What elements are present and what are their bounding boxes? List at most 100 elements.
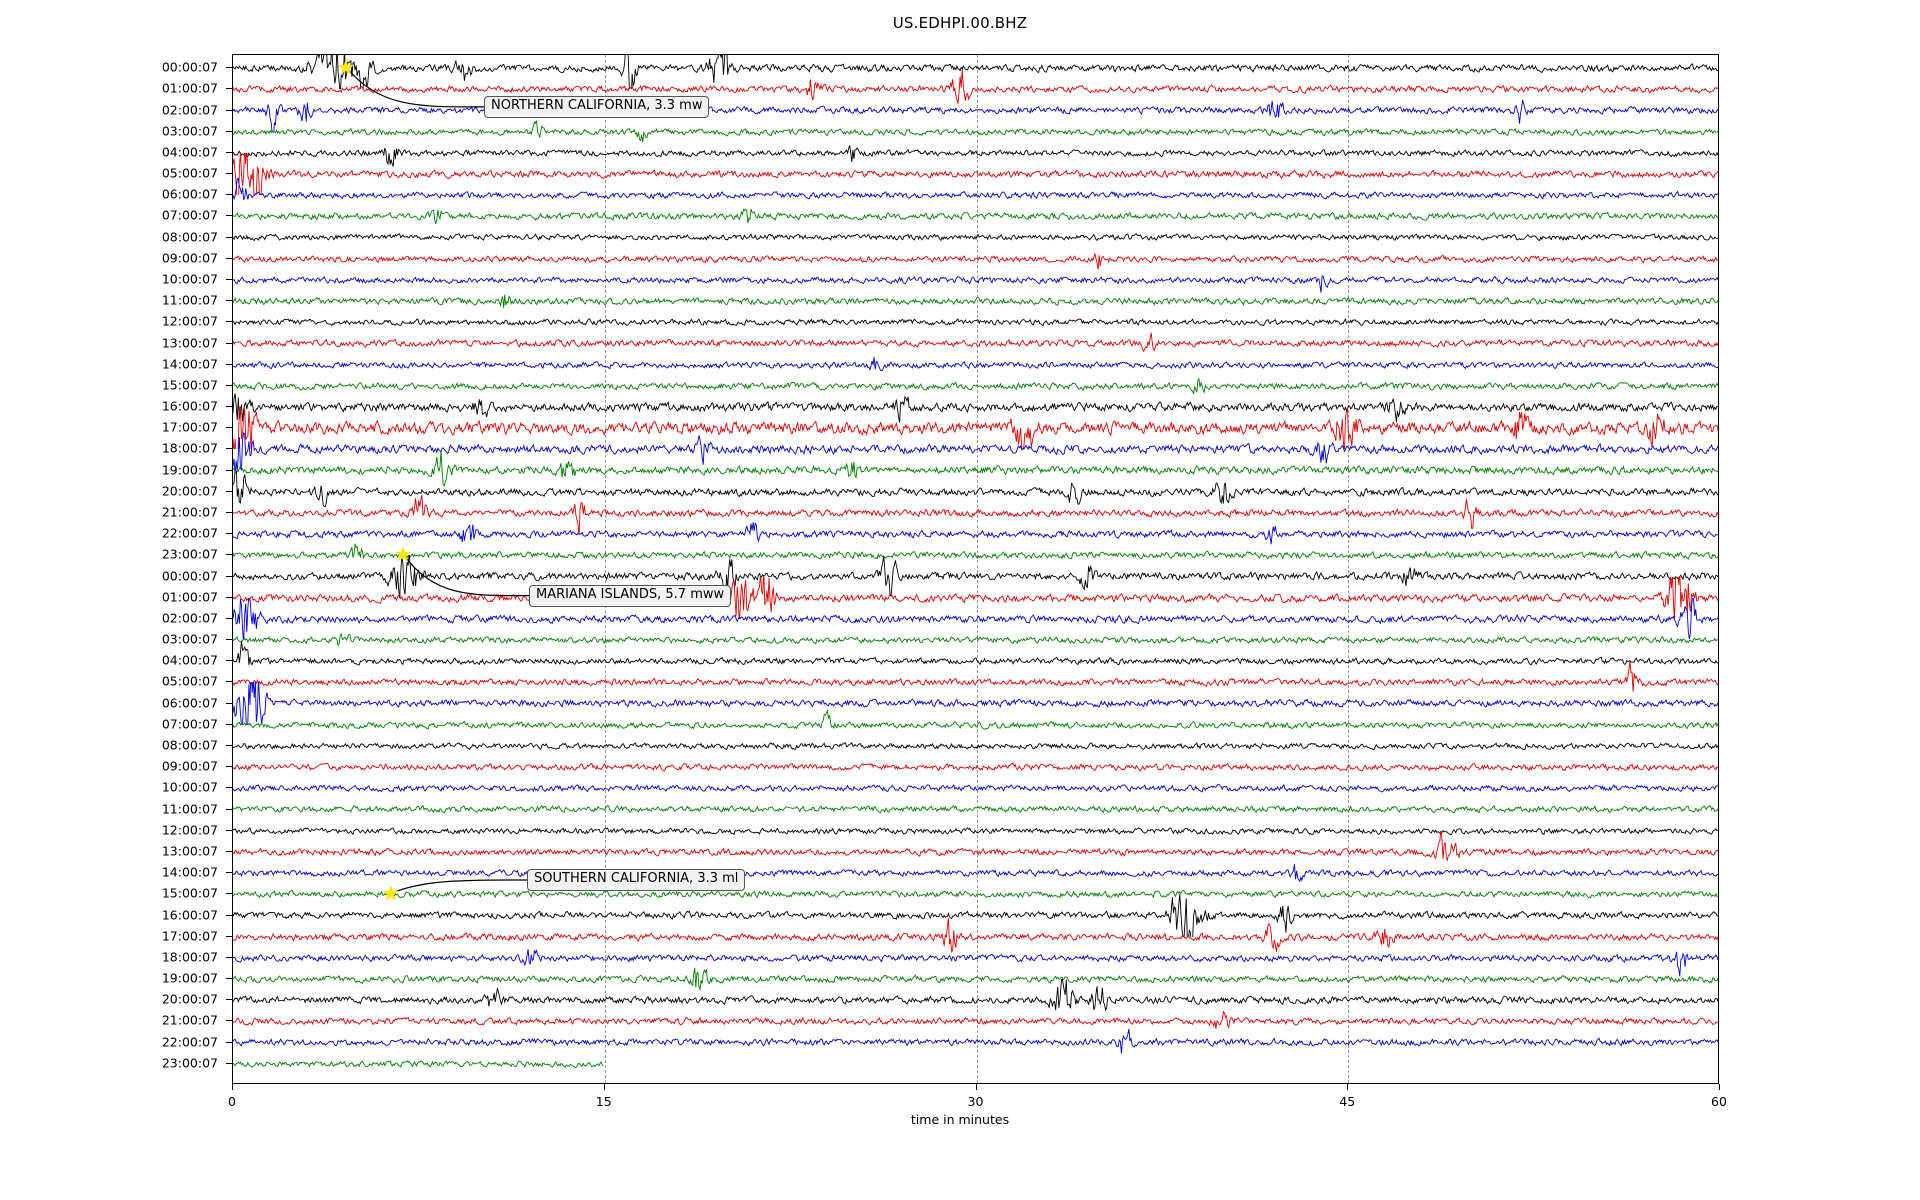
y-tick-label: 08:00:07: [161, 737, 218, 753]
y-tick-label: 16:00:07: [161, 398, 218, 414]
trace-row: [233, 831, 1718, 873]
trace-row: [233, 68, 1718, 110]
y-tick-mark: [226, 363, 232, 365]
y-tick-mark: [226, 639, 232, 641]
y-tick-label: 09:00:07: [161, 250, 218, 266]
y-tick-mark: [226, 278, 232, 280]
y-tick-label: 10:00:07: [161, 779, 218, 795]
trace-row: [233, 238, 1718, 280]
y-tick-mark: [226, 575, 232, 577]
y-tick-mark: [226, 384, 232, 386]
y-tick-label: 15:00:07: [161, 377, 218, 393]
y-tick-mark: [226, 617, 232, 619]
x-tick-mark: [603, 1084, 605, 1090]
y-tick-label: 03:00:07: [161, 123, 218, 139]
y-tick-label: 11:00:07: [161, 292, 218, 308]
y-tick-mark: [226, 406, 232, 408]
y-tick-label: 23:00:07: [161, 546, 218, 562]
earthquake-star-icon: ★: [337, 55, 355, 80]
y-tick-label: 17:00:07: [161, 928, 218, 944]
y-tick-label: 00:00:07: [161, 568, 218, 584]
y-tick-mark: [226, 300, 232, 302]
y-tick-label: 02:00:07: [161, 102, 218, 117]
y-tick-mark: [226, 850, 232, 852]
trace-row: [233, 280, 1718, 322]
y-tick-label: 18:00:07: [161, 949, 218, 965]
y-tick-label: 23:00:07: [161, 1055, 218, 1071]
trace-row: [233, 619, 1718, 661]
y-tick-label: 15:00:07: [161, 885, 218, 901]
trace-row: [233, 54, 1718, 89]
x-tick-mark: [1347, 1084, 1349, 1090]
annot-southern-california[interactable]: SOUTHERN CALIFORNIA, 3.3 ml: [527, 869, 746, 891]
trace-row: [233, 111, 1718, 153]
y-tick-mark: [226, 723, 232, 725]
trace-row: [233, 852, 1718, 894]
trace-row: [233, 958, 1718, 1000]
y-tick-mark: [226, 978, 232, 980]
y-tick-mark: [226, 702, 232, 704]
y-tick-mark: [226, 67, 232, 69]
trace-row: [233, 767, 1718, 809]
y-tick-label: 03:00:07: [161, 631, 218, 647]
y-tick-mark: [226, 151, 232, 153]
trace-row: [233, 174, 1718, 216]
trace-row: [233, 746, 1718, 788]
y-tick-label: 21:00:07: [161, 1012, 218, 1028]
y-tick-label: 11:00:07: [161, 801, 218, 817]
y-tick-mark: [226, 533, 232, 535]
y-tick-label: 14:00:07: [161, 864, 218, 880]
y-tick-mark: [226, 469, 232, 471]
trace-row: [233, 132, 1718, 174]
y-tick-label: 20:00:07: [161, 991, 218, 1007]
y-tick-label: 19:00:07: [161, 970, 218, 986]
y-tick-mark: [226, 829, 232, 831]
y-tick-mark: [226, 130, 232, 132]
y-tick-mark: [226, 554, 232, 556]
y-tick-label: 20:00:07: [161, 483, 218, 499]
grid-line-15: [604, 55, 606, 1083]
y-tick-mark: [226, 342, 232, 344]
earthquake-star-icon: ★: [394, 542, 412, 567]
earthquake-star-icon: ★: [381, 881, 400, 906]
x-tick-mark: [1719, 1084, 1720, 1090]
plot-area: [232, 54, 1719, 1084]
trace-row: [233, 1043, 1718, 1084]
y-tick-mark: [226, 257, 232, 259]
x-tick-label: 60: [1711, 1094, 1727, 1109]
y-tick-label: 05:00:07: [161, 673, 218, 689]
x-tick-label: 45: [1339, 1094, 1356, 1109]
y-tick-mark: [226, 681, 232, 683]
annot-northern-california[interactable]: NORTHERN CALIFORNIA, 3.3 mw: [484, 96, 710, 118]
x-tick-mark: [232, 1084, 233, 1090]
grid-line-30: [976, 55, 978, 1083]
y-tick-mark: [226, 596, 232, 598]
y-axis-labels: 00:00:07 01:00:07 02:00:07 03:00:07 04:00:07…: [0, 0, 232, 1200]
y-tick-mark: [226, 787, 232, 789]
trace-row: [233, 407, 1718, 449]
trace-row: [233, 301, 1718, 343]
y-tick-mark: [226, 745, 232, 747]
grid-line-45: [1348, 55, 1350, 1083]
y-tick-mark: [226, 448, 232, 450]
y-tick-label: 02:00:07: [161, 610, 218, 626]
trace-row: [233, 788, 1718, 830]
trace-row: [233, 492, 1718, 534]
y-tick-label: 10:00:07: [161, 271, 218, 287]
y-tick-mark: [226, 490, 232, 492]
y-tick-label: 08:00:07: [161, 229, 218, 245]
y-tick-mark: [226, 893, 232, 895]
y-tick-label: 13:00:07: [161, 335, 218, 351]
x-tick-label: 15: [595, 1094, 612, 1109]
y-tick-label: 12:00:07: [161, 822, 218, 838]
trace-row: [233, 937, 1718, 979]
x-tick-label: 0: [228, 1094, 236, 1109]
trace-row: [233, 682, 1718, 724]
y-tick-label: 00:00:07: [161, 59, 218, 75]
y-tick-mark: [226, 1041, 232, 1043]
trace-row: [233, 979, 1718, 1021]
annot-mariana-islands[interactable]: MARIANA ISLANDS, 5.7 mww: [529, 585, 732, 607]
y-tick-label: 07:00:07: [161, 716, 218, 732]
trace-row: [233, 344, 1718, 386]
